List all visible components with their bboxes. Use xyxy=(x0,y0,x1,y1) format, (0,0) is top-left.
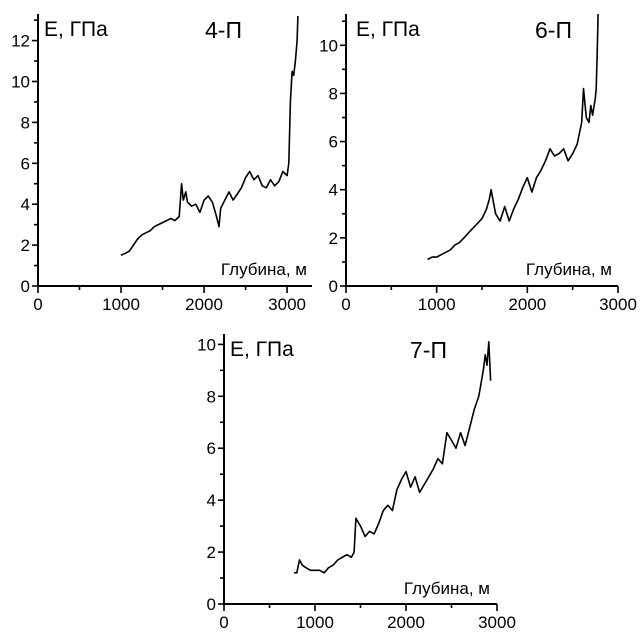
y-tick-label: 2 xyxy=(207,543,216,562)
y-tick-label: 6 xyxy=(329,133,338,152)
y-axis-label: E, ГПа xyxy=(44,18,108,41)
y-ticks: 0 2 4 6 8 10 12 xyxy=(11,19,38,296)
y-tick-label: 6 xyxy=(21,154,30,173)
y-tick-label: 8 xyxy=(21,113,30,132)
y-tick-label: 0 xyxy=(329,277,338,296)
series-line xyxy=(427,13,599,261)
x-tick-label: 1000 xyxy=(418,295,456,314)
y-tick-label: 10 xyxy=(11,72,30,91)
series-line xyxy=(294,341,492,574)
x-tick-label: 1000 xyxy=(102,295,140,314)
y-tick-label: 2 xyxy=(329,229,338,248)
x-ticks: 0 1000 2000 3000 xyxy=(341,286,637,314)
x-tick-label: 2000 xyxy=(387,613,425,632)
y-tick-label: 0 xyxy=(207,595,216,614)
chart-panel-4p: E, ГПа 4-П Глубина, м 0 1000 2000 3000 0 2 4 6… xyxy=(11,14,312,314)
x-ticks: 0 1000 2000 3000 xyxy=(33,286,306,314)
x-axis-label: Глубина, м xyxy=(221,260,307,279)
x-ticks: 0 1000 2000 3000 xyxy=(219,604,516,632)
x-tick-label: 1000 xyxy=(296,613,334,632)
x-tick-label: 2000 xyxy=(508,295,546,314)
y-tick-label: 8 xyxy=(329,84,338,103)
x-tick-label: 3000 xyxy=(478,613,516,632)
y-axis-label: E, ГПа xyxy=(356,18,420,41)
y-tick-label: 4 xyxy=(329,181,338,200)
x-axis-label: Глубина, м xyxy=(404,579,490,598)
x-tick-label: 3000 xyxy=(599,295,637,314)
x-tick-label: 2000 xyxy=(185,295,223,314)
panel-title: 4-П xyxy=(205,17,242,43)
panel-title: 7-П xyxy=(410,337,447,363)
y-tick-label: 10 xyxy=(197,335,216,354)
y-tick-label: 2 xyxy=(21,236,30,255)
panel-title: 6-П xyxy=(535,17,572,43)
x-axis-label: Глубина, м xyxy=(526,260,612,279)
y-axis-label: E, ГПа xyxy=(230,338,294,361)
y-tick-label: 8 xyxy=(207,387,216,406)
chart-panel-6p: E, ГПа 6-П Глубина, м 0 1000 2000 3000 0 2 4 6… xyxy=(319,13,637,314)
y-tick-label: 6 xyxy=(207,439,216,458)
x-tick-label: 3000 xyxy=(268,295,306,314)
x-tick-label: 0 xyxy=(219,613,228,632)
y-tick-label: 0 xyxy=(21,277,30,296)
x-tick-label: 0 xyxy=(33,295,42,314)
x-tick-label: 0 xyxy=(341,295,350,314)
chart-panel-7p: E, ГПа 7-П Глубина, м 0 1000 2000 3000 0 2 4 6… xyxy=(197,334,516,632)
y-ticks: 0 2 4 6 8 10 xyxy=(197,335,224,614)
series-line xyxy=(120,15,299,257)
y-ticks: 0 2 4 6 8 10 xyxy=(319,20,346,296)
y-tick-label: 4 xyxy=(207,491,216,510)
y-tick-label: 10 xyxy=(319,36,338,55)
y-tick-label: 12 xyxy=(11,32,30,51)
y-tick-label: 4 xyxy=(21,195,30,214)
